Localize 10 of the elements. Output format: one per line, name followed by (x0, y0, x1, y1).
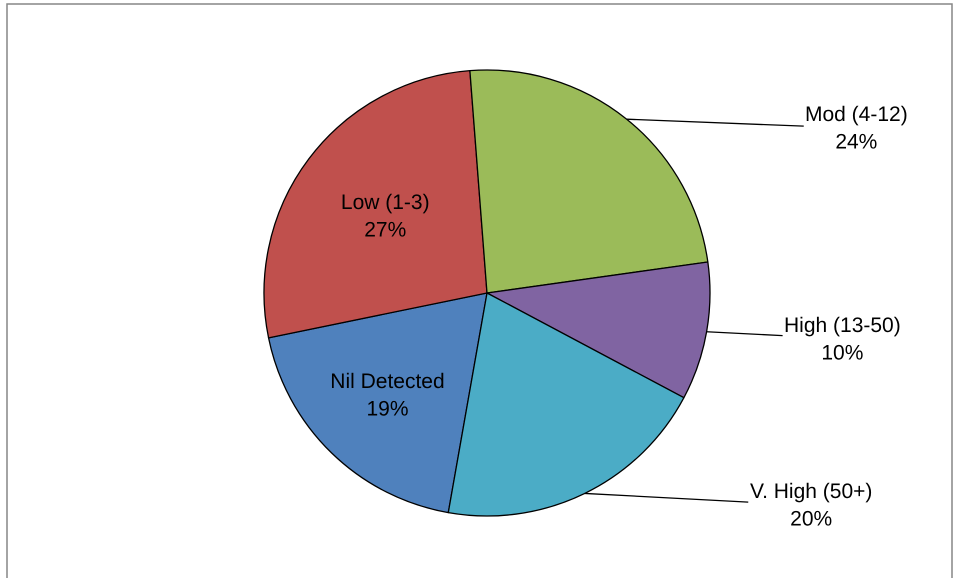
slice-label: Mod (4-12) (805, 103, 908, 126)
slice-label: Low (1-3) (340, 191, 430, 214)
slice-label: V. High (50+) (750, 480, 872, 503)
data-label: 24% (835, 130, 878, 154)
data-label: 27% (364, 218, 406, 242)
slice-label: Nil Detected (330, 370, 445, 394)
data-label: 20% (790, 507, 832, 530)
data-label: 19% (366, 397, 408, 420)
slice-label: High (13-50) (784, 314, 901, 337)
data-label: 10% (821, 341, 864, 364)
